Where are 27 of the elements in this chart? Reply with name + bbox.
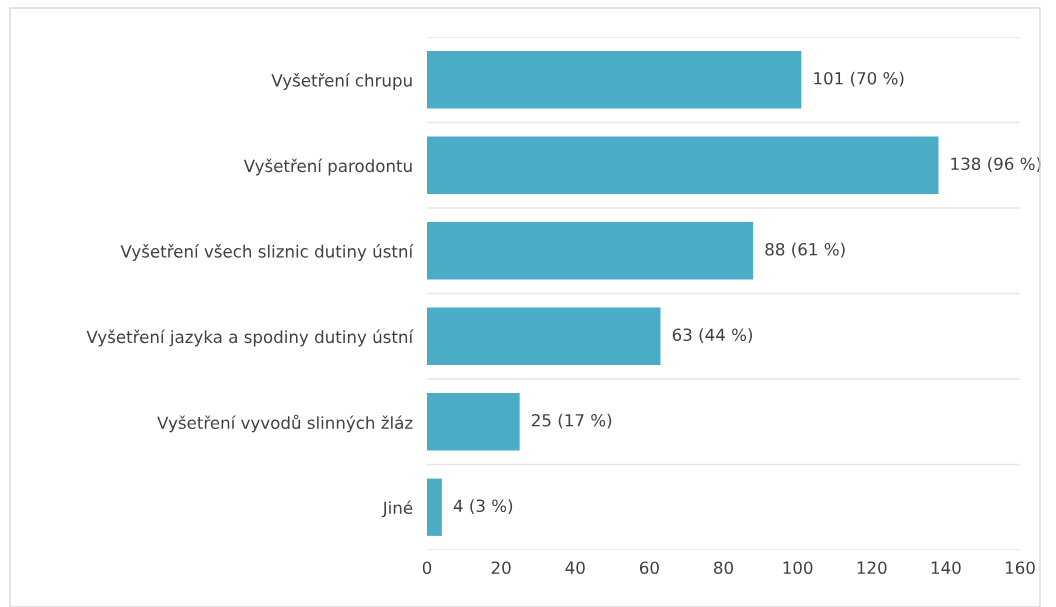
bar	[427, 478, 442, 536]
x-tick-label: 120	[857, 561, 887, 575]
y-tick-label: Jiné	[381, 500, 413, 518]
data-label: 25 (17 %)	[531, 413, 612, 429]
bar	[427, 222, 754, 280]
x-tick-label: 140	[931, 561, 961, 575]
y-tick-label: Vyšetření všech sliznic dutiny ústní	[120, 244, 414, 261]
x-tick-label: 20	[491, 561, 511, 575]
bar	[427, 51, 802, 109]
data-label: 101 (70 %)	[814, 71, 904, 87]
bar	[427, 393, 520, 451]
x-tick-label: 100	[783, 561, 813, 575]
data-label: 4 (3 %)	[453, 499, 513, 515]
y-tick-label: Vyšetření chrupu	[271, 73, 412, 90]
data-label: 138 (96 %)	[951, 157, 1041, 173]
x-tick-label: 40	[565, 561, 585, 575]
y-tick-label: Vyšetření jazyka a spodiny dutiny ústní	[86, 329, 414, 347]
data-label: 88 (61 %)	[765, 242, 845, 258]
y-tick-label: Vyšetření parodontu	[243, 158, 412, 176]
bar	[427, 136, 939, 194]
y-tick-label: Vyšetření vyvodů slinných žláz	[157, 414, 413, 433]
data-label: 63 (44 %)	[672, 328, 753, 344]
x-tick-label: 160	[1005, 561, 1035, 575]
x-tick-label: 80	[714, 561, 733, 575]
x-tick-label: 0	[422, 561, 432, 575]
bar	[427, 307, 661, 365]
x-tick-label: 60	[639, 561, 659, 575]
